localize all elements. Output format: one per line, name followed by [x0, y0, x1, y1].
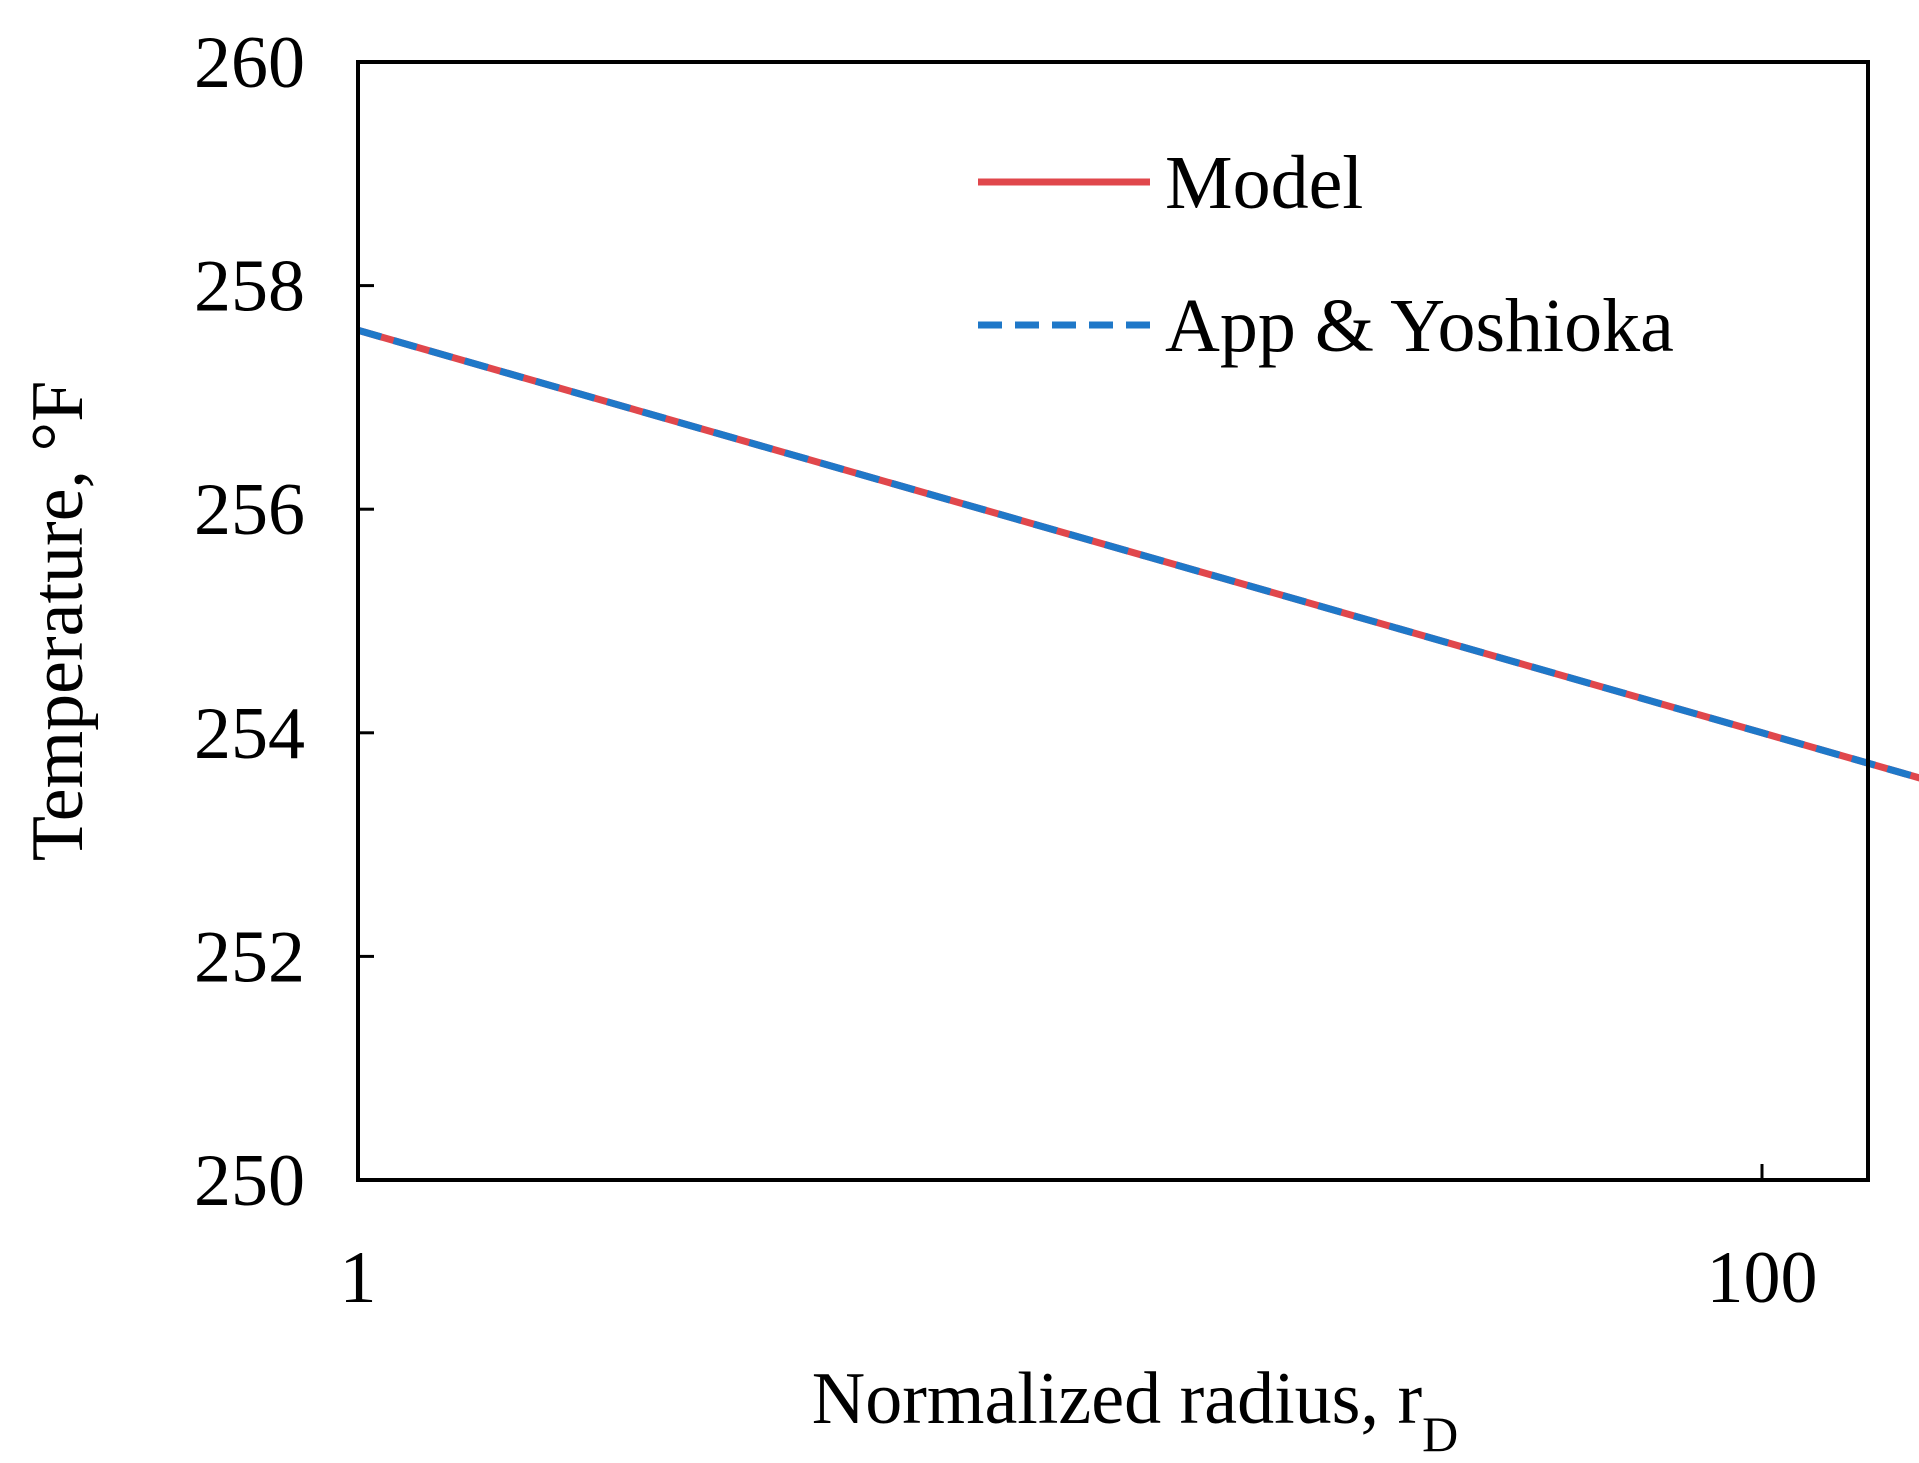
legend-label: App & Yoshioka [1165, 284, 1674, 368]
legend-label: Model [1165, 141, 1363, 225]
y-tick-label: 254 [194, 693, 305, 775]
y-tick-label: 260 [194, 22, 305, 104]
x-axis-title-main: Normalized radius, r [812, 1358, 1422, 1440]
y-tick-label: 250 [194, 1140, 305, 1222]
y-tick-label: 256 [194, 469, 305, 551]
y-tick-label: 258 [194, 246, 305, 328]
y-axis-title: Temperature, °F [17, 381, 99, 862]
y-tick-label: 252 [194, 916, 305, 998]
x-tick-label: 100 [1707, 1237, 1818, 1319]
x-axis-title-subscript: D [1422, 1406, 1458, 1458]
x-tick-label: 1 [340, 1237, 377, 1319]
